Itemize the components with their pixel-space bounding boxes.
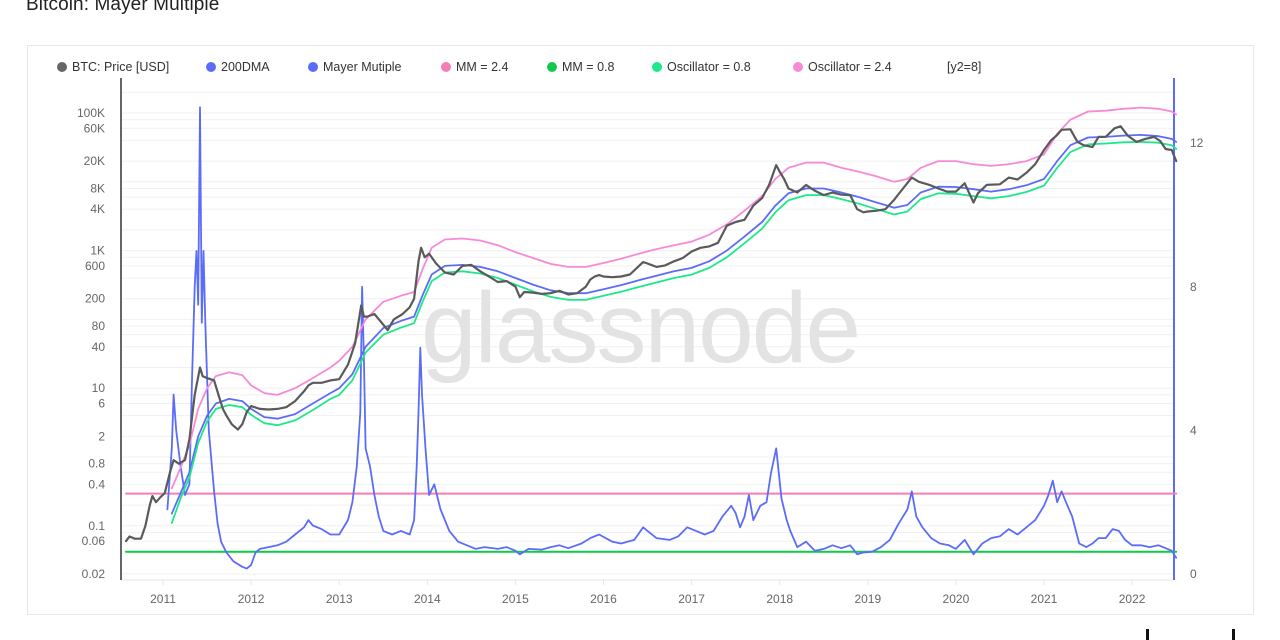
y-tick-label: 0.06 [82, 534, 106, 548]
legend-dot-icon [793, 62, 803, 72]
y-tick-label: 20K [84, 154, 105, 168]
series-200dma[interactable] [170, 133, 1178, 515]
y-tick-label: 0.4 [88, 477, 105, 491]
series-oscillator-0-8[interactable] [170, 140, 1178, 524]
legend-dot-icon [206, 62, 216, 72]
y-tick-label: 40 [92, 340, 106, 354]
y2-tick-label: 4 [1190, 423, 1197, 437]
x-tick-label: 2011 [150, 592, 176, 606]
page-title: Bitcoin: Mayer Multiple [26, 0, 220, 15]
series-oscillator-2-4[interactable] [170, 106, 1178, 490]
y-tick-label: 4K [90, 202, 105, 216]
x-tick-label: 2012 [238, 592, 265, 606]
x-tick-label: 2013 [326, 592, 353, 606]
legend-dot-icon [57, 62, 67, 72]
legend-item[interactable]: MM = 2.4 [441, 60, 508, 74]
y-tick-label: 80 [92, 319, 106, 333]
y-tick-label: 200 [85, 292, 105, 306]
legend-label: Oscillator = 0.8 [667, 60, 751, 74]
y-tick-label: 10 [92, 381, 106, 395]
y-tick-label: 60K [84, 121, 105, 135]
y-tick-label: 100K [77, 106, 105, 120]
x-tick-label: 2019 [854, 592, 881, 606]
y-tick-label: 0.8 [88, 457, 105, 471]
x-tick-label: 2021 [1031, 592, 1058, 606]
legend-dot-icon [652, 62, 662, 72]
y-tick-label: 8K [90, 181, 105, 195]
x-tick-label: 2022 [1119, 592, 1146, 606]
legend-item[interactable]: Mayer Mutiple [308, 60, 402, 74]
legend-dot-icon [308, 62, 318, 72]
y-tick-label: 0.1 [88, 519, 105, 533]
legend-label: [y2=8] [947, 60, 982, 74]
watermark: glassnode [421, 272, 859, 384]
legend-label: MM = 2.4 [456, 60, 509, 74]
x-tick-label: 2014 [414, 592, 441, 606]
legend-item[interactable]: MM = 0.8 [547, 60, 614, 74]
y2-tick-label: 8 [1190, 280, 1197, 294]
y2-tick-label: 12 [1190, 136, 1204, 150]
corner-marks [1146, 629, 1235, 640]
y-tick-label: 2 [98, 429, 105, 443]
legend-dot-icon [441, 62, 451, 72]
legend-item[interactable]: BTC: Price [USD] [57, 60, 169, 74]
x-tick-label: 2020 [943, 592, 970, 606]
legend-item[interactable]: Oscillator = 2.4 [793, 60, 892, 74]
series-mayer-mutiple[interactable] [166, 106, 1178, 570]
legend-label: Mayer Mutiple [323, 60, 402, 74]
y-tick-label: 1K [90, 244, 105, 258]
y2-tick-label: 0 [1190, 567, 1197, 581]
x-tick-label: 2018 [766, 592, 793, 606]
series-btc-price-usd[interactable] [124, 125, 1178, 543]
legend-item[interactable]: Oscillator = 0.8 [652, 60, 751, 74]
y-tick-label: 0.02 [82, 567, 106, 581]
legend-item[interactable]: 200DMA [206, 60, 270, 74]
x-tick-label: 2015 [502, 592, 529, 606]
legend-label: 200DMA [221, 60, 270, 74]
legend-label: MM = 0.8 [562, 60, 615, 74]
y-tick-label: 600 [85, 259, 105, 273]
x-tick-label: 2017 [678, 592, 705, 606]
grid-lines [121, 91, 1174, 585]
legend-label: Oscillator = 2.4 [808, 60, 892, 74]
legend-label: BTC: Price [USD] [72, 60, 170, 74]
legend-dot-icon [547, 62, 557, 72]
y-tick-label: 6 [98, 396, 105, 410]
legend-item[interactable]: [y2=8] [947, 60, 981, 74]
x-tick-label: 2016 [590, 592, 617, 606]
